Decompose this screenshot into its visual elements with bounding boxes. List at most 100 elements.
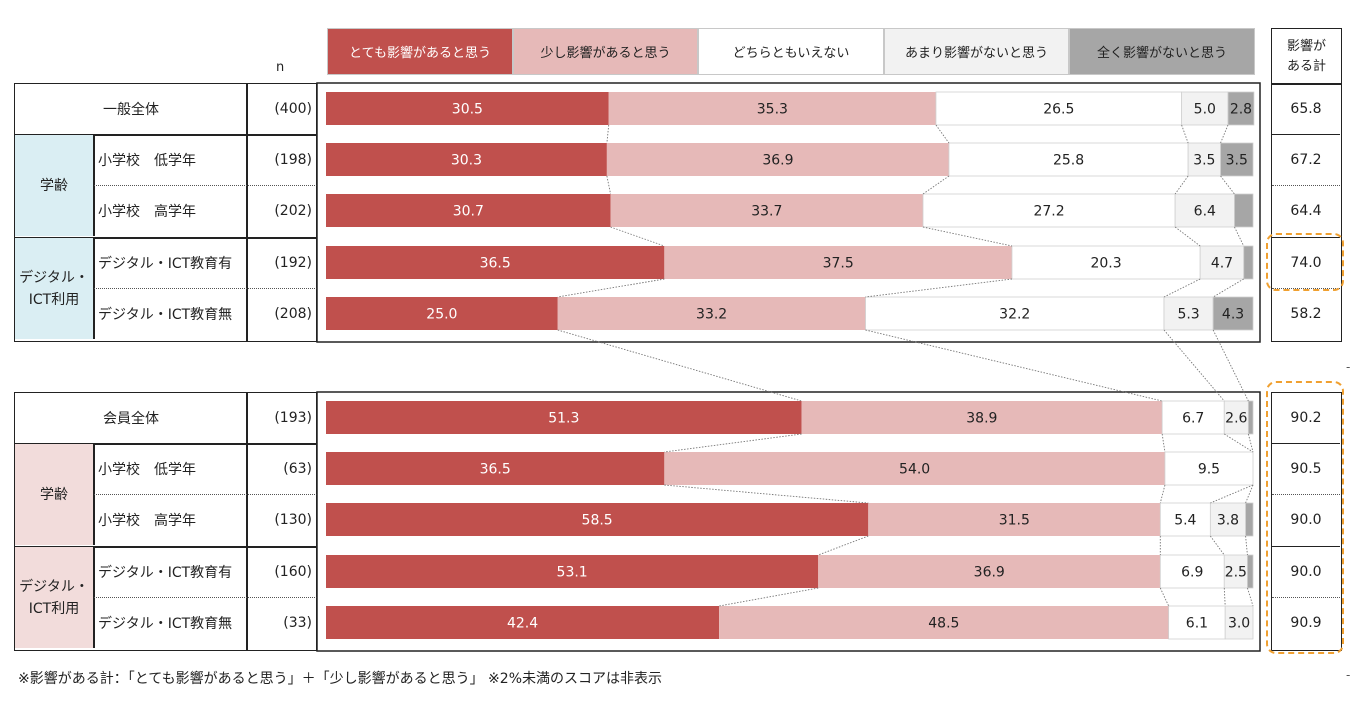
bar-data-label: 58.5 <box>582 513 613 529</box>
bar-segment <box>326 92 609 125</box>
bar-segment <box>664 246 1012 279</box>
total-value: 64.4 <box>1290 203 1322 219</box>
connector-line <box>1163 278 1201 298</box>
bar-data-label: 26.5 <box>1043 102 1074 118</box>
bar-data-label: 54.0 <box>899 462 930 478</box>
table-row-divider <box>14 546 317 548</box>
bar-data-label: 25.8 <box>1053 153 1084 169</box>
connector-line <box>1212 278 1244 298</box>
row-dotted-divider <box>94 185 317 186</box>
row-label: 小学校 高学年 <box>98 204 196 220</box>
bar-segment <box>1164 451 1254 486</box>
connector-line <box>1209 535 1225 556</box>
bar-segment <box>664 452 1165 485</box>
bar-segment <box>818 555 1161 588</box>
connector-line <box>664 484 869 504</box>
bar-segment <box>1181 91 1229 126</box>
row-n: (160) <box>274 564 312 580</box>
bar-segment <box>1011 245 1201 280</box>
bar-segment <box>1245 502 1254 537</box>
subgroup-divider <box>93 238 95 339</box>
bar-segment <box>1223 400 1249 435</box>
bar-segment <box>922 193 1176 228</box>
bar-data-label: 35.3 <box>757 102 788 118</box>
bar-segment <box>326 401 802 434</box>
bar-data-label: 42.4 <box>507 616 538 632</box>
bar-segment <box>326 194 611 227</box>
subgroup-label-line1: デジタル・ <box>19 578 89 595</box>
overall-row-label: 会員全体 <box>103 411 159 427</box>
connector-line <box>818 535 869 556</box>
row-n: (130) <box>274 512 312 528</box>
bar-data-label: 9.5 <box>1198 462 1220 478</box>
total-row-divider <box>1272 546 1340 547</box>
total-row-divider <box>1272 443 1340 444</box>
row-label: デジタル・ICT教育無 <box>98 307 233 323</box>
bar-area-frame <box>316 391 1261 652</box>
bar-data-label: 33.2 <box>696 307 727 323</box>
bar-data-label: 27.2 <box>1033 204 1064 220</box>
connector-line <box>606 124 610 144</box>
connector-line <box>1174 175 1189 195</box>
bar-segment <box>608 92 936 125</box>
connector-line <box>935 124 950 144</box>
connector-line <box>1163 329 1225 402</box>
total-row-divider <box>1272 288 1340 289</box>
row-n: (192) <box>274 255 312 271</box>
bar-data-label: 31.5 <box>999 513 1030 529</box>
bar-segment <box>935 91 1183 126</box>
bar-segment <box>1212 296 1254 331</box>
bar-segment <box>1247 400 1254 435</box>
bar-area-frame <box>316 82 1261 343</box>
connector-line <box>557 278 665 298</box>
bar-data-label: 4.7 <box>1211 256 1233 272</box>
connector-line <box>1220 124 1229 144</box>
bar-segment <box>1247 554 1254 589</box>
member-total-column <box>1271 392 1342 651</box>
bar-data-label: 30.3 <box>451 153 482 169</box>
bar-data-label: 36.5 <box>480 462 511 478</box>
overall-row-n: (400) <box>274 101 312 117</box>
total-value: 67.2 <box>1290 152 1322 168</box>
subgroup-label: デジタル・ ICT利用 <box>15 238 93 339</box>
total-row-divider <box>1272 597 1340 598</box>
bar-segment <box>1227 91 1255 126</box>
bar-segment <box>1174 193 1235 228</box>
connector-line <box>1223 587 1226 607</box>
row-dotted-divider <box>94 288 317 289</box>
connector-line <box>1245 484 1254 504</box>
subgroup-label-line1: デジタル・ <box>19 269 89 286</box>
total-column-header: 影響が ある計 <box>1271 28 1342 85</box>
row-n: (63) <box>283 461 312 477</box>
row-n: (208) <box>274 306 312 322</box>
total-value: 58.2 <box>1290 306 1322 322</box>
bar-segment <box>326 297 558 330</box>
connector-line <box>1161 433 1166 453</box>
bar-segment <box>868 503 1161 536</box>
connector-line <box>1247 587 1254 607</box>
bar-data-label: 51.3 <box>548 411 579 427</box>
legend-item: どちらともいえない <box>698 28 884 75</box>
connector-line <box>1212 329 1249 402</box>
connector-line <box>1245 535 1248 556</box>
bar-segment <box>801 401 1163 434</box>
connector-line <box>865 278 1013 298</box>
bar-data-label: 2.8 <box>1230 102 1252 118</box>
legend-item: とても影響があると思う <box>327 28 513 75</box>
row-label: デジタル・ICT教育有 <box>98 256 233 272</box>
bar-segment <box>1224 605 1254 640</box>
total-value: 90.2 <box>1290 410 1322 426</box>
overall-row-label: 一般全体 <box>103 102 159 118</box>
row-n: (202) <box>274 203 312 219</box>
bar-data-label: 4.3 <box>1222 307 1244 323</box>
subgroup-label: 学齢 <box>15 444 93 545</box>
total-value: 90.9 <box>1290 615 1322 631</box>
connector-line <box>922 175 950 195</box>
total-row-divider <box>1272 185 1340 186</box>
connector-line <box>1210 484 1254 504</box>
bar-data-label: 3.5 <box>1226 153 1248 169</box>
row-label: 小学校 低学年 <box>98 153 196 169</box>
bar-data-label: 6.4 <box>1194 204 1216 220</box>
bar-data-label: 30.5 <box>452 102 483 118</box>
